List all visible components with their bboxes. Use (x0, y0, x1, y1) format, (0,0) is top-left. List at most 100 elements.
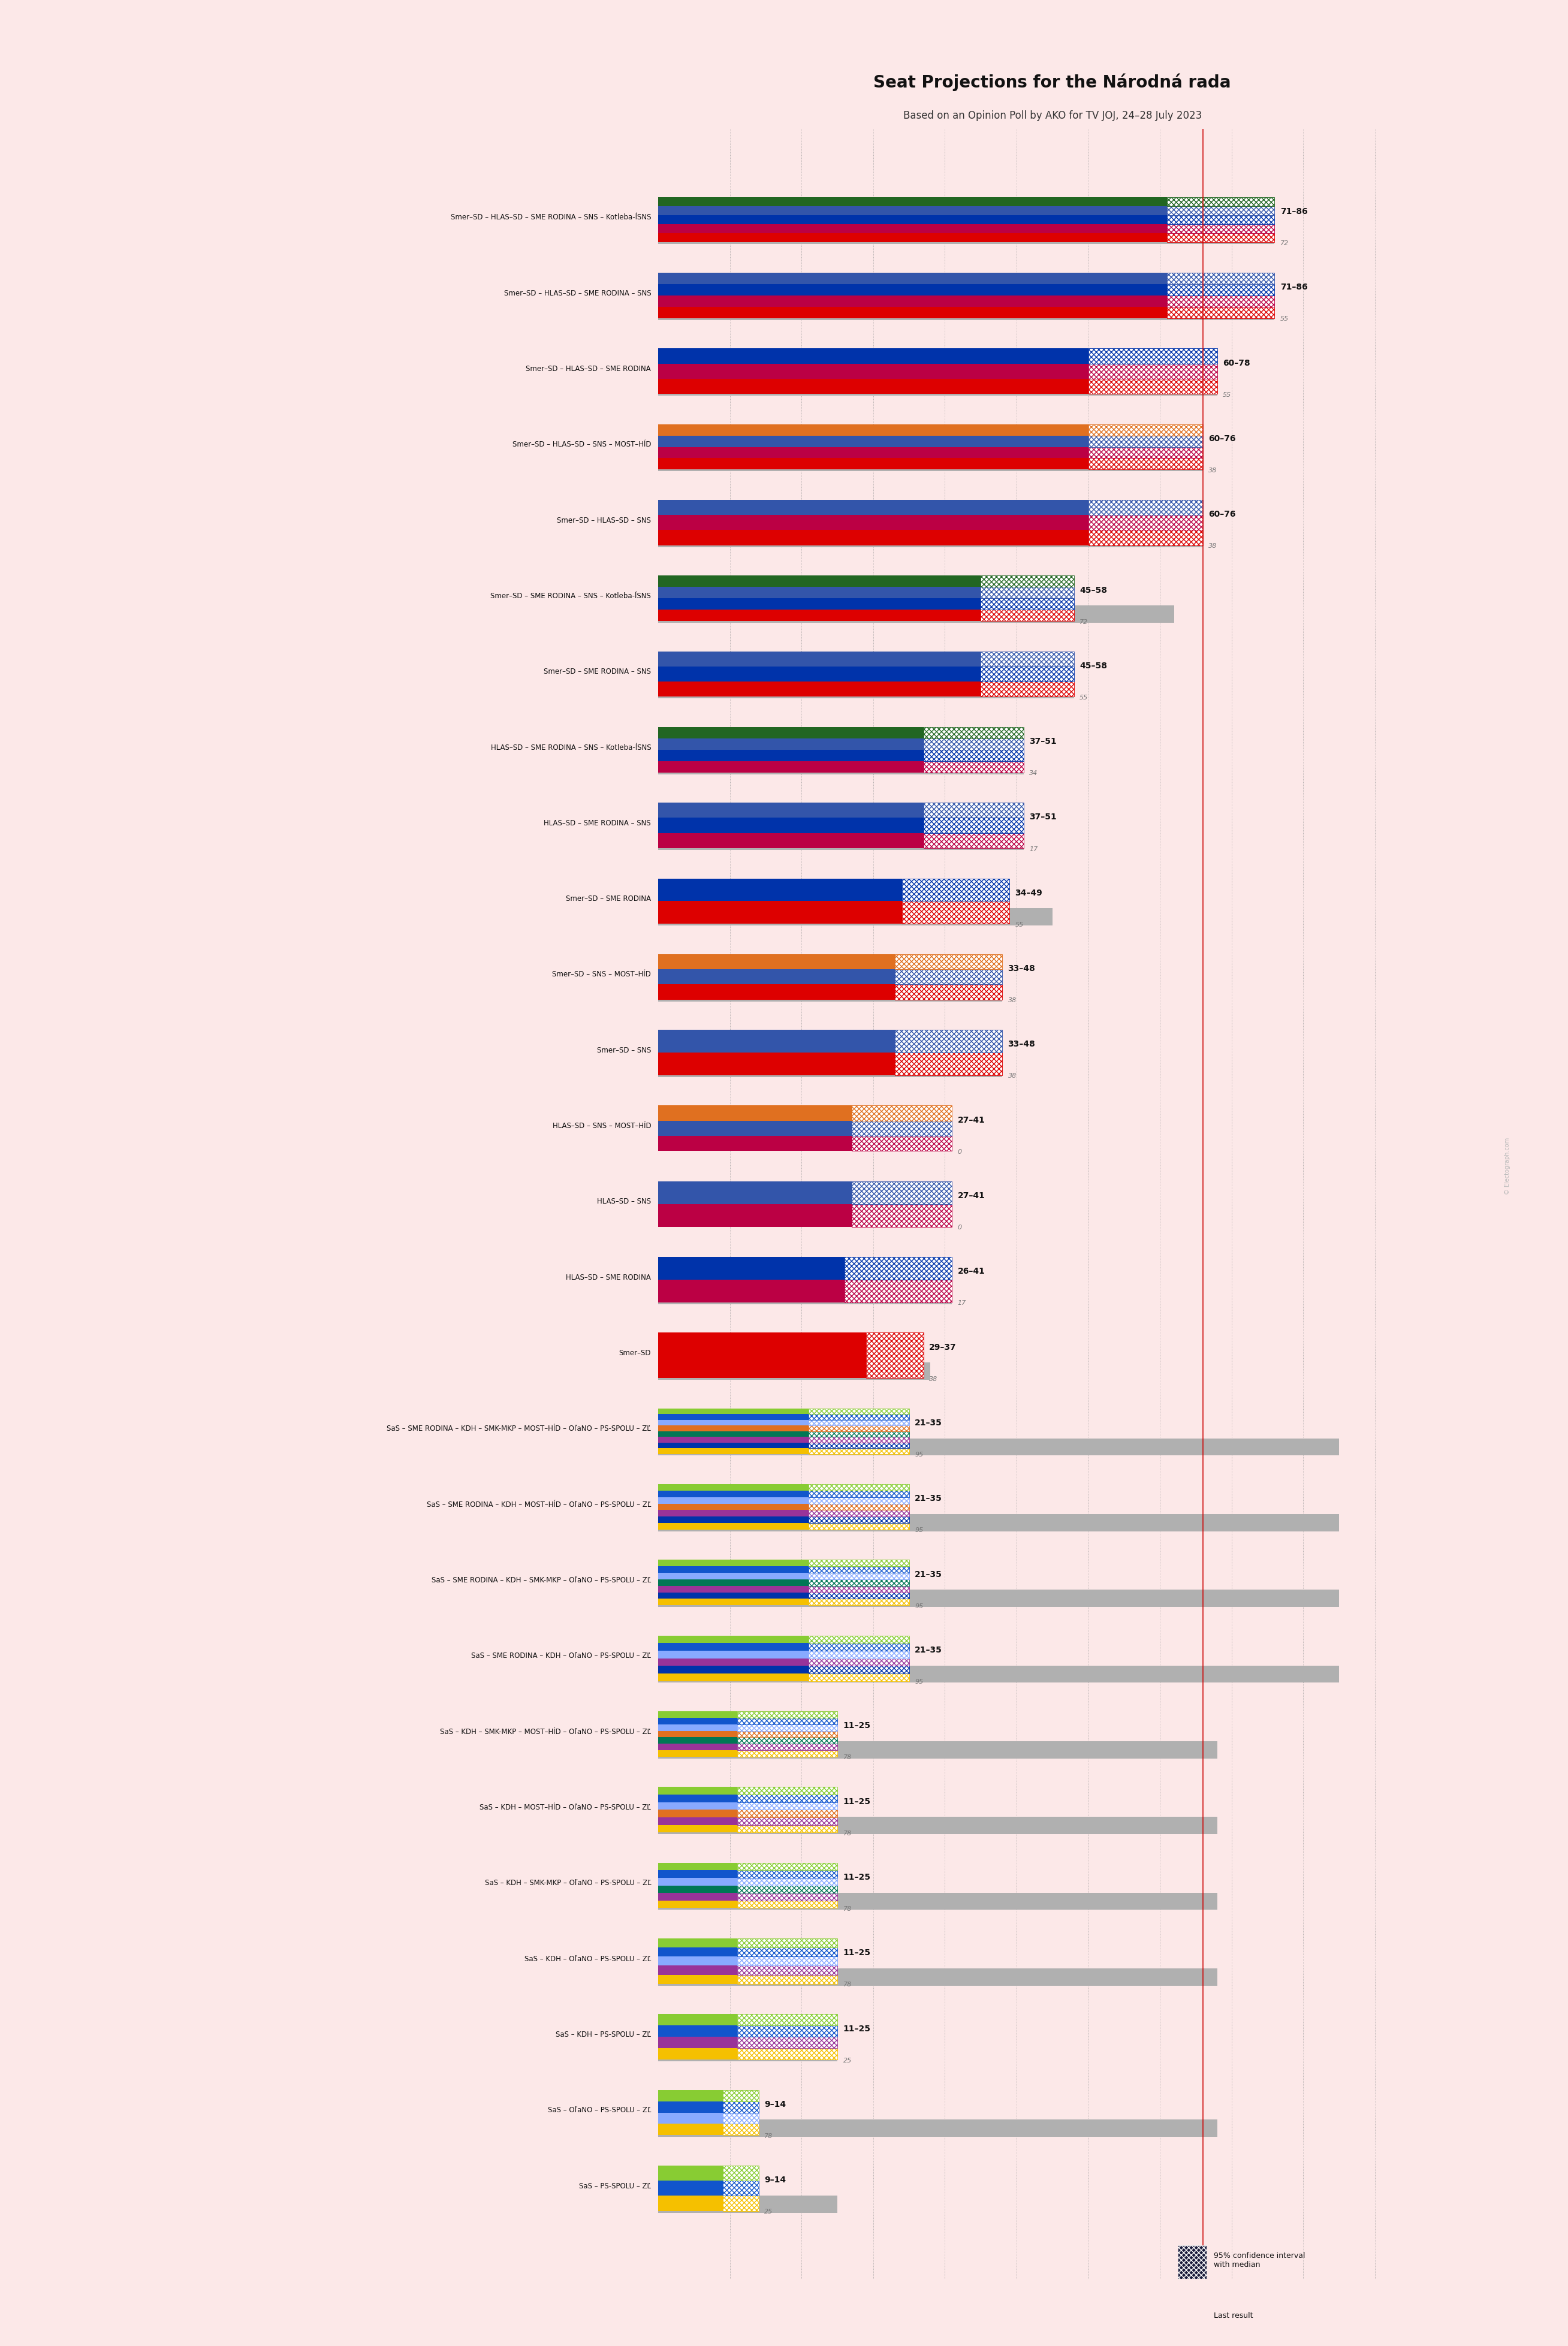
Bar (737, 1877, 837, 1886)
Text: 95: 95 (914, 1680, 924, 1684)
Text: 25: 25 (844, 2057, 851, 2064)
Text: Smer–SD – HLAS–SD – SME RODINA – SNS – Kotleba-ĺSNS: Smer–SD – HLAS–SD – SME RODINA – SNS – K… (450, 213, 651, 221)
Text: 38: 38 (1008, 1072, 1016, 1079)
Bar (723, 2165, 759, 2182)
Bar (895, 955, 1002, 969)
Text: Smer–SD: Smer–SD (619, 1349, 651, 1356)
Bar (659, 530, 1088, 544)
Bar (1088, 436, 1203, 446)
Bar (659, 1666, 809, 1673)
Bar (809, 1504, 909, 1511)
Text: Smer–SD – SNS – MOST–HÍD: Smer–SD – SNS – MOST–HÍD (552, 971, 651, 978)
Bar (659, 1363, 930, 1379)
Bar (659, 1490, 809, 1497)
Bar (659, 1886, 737, 1893)
Bar (659, 983, 1002, 1002)
Bar (809, 1426, 909, 1431)
Bar (980, 666, 1074, 683)
Bar (659, 1438, 1339, 1455)
Bar (809, 1593, 909, 1598)
Bar (659, 739, 924, 751)
Bar (659, 1257, 845, 1279)
Text: SaS – PS-SPOLU – ZĽ: SaS – PS-SPOLU – ZĽ (579, 2182, 651, 2189)
Bar (924, 802, 1024, 819)
Text: SaS – KDH – MOST–HÍD – OľaNO – PS-SPOLU – ZĽ: SaS – KDH – MOST–HÍD – OľaNO – PS-SPOLU … (480, 1804, 651, 1811)
Bar (809, 1673, 909, 1682)
Bar (659, 760, 924, 772)
Bar (659, 683, 980, 697)
Text: 9–14: 9–14 (764, 2175, 786, 2184)
Bar (659, 1419, 809, 1426)
Bar (659, 1673, 809, 1682)
Bar (895, 985, 1002, 999)
Text: HLAS–SD – SME RODINA – SNS: HLAS–SD – SME RODINA – SNS (544, 819, 651, 828)
Text: 78: 78 (844, 1905, 851, 1912)
Text: 21–35: 21–35 (914, 1569, 942, 1579)
Bar (809, 1635, 909, 1642)
Bar (659, 2165, 723, 2182)
Bar (659, 1877, 737, 1886)
Bar (659, 605, 1174, 622)
Bar (659, 1135, 851, 1152)
Bar (659, 1579, 809, 1586)
Bar (659, 1572, 809, 1579)
Bar (809, 1415, 909, 1419)
Bar (659, 908, 1052, 927)
Text: 26–41: 26–41 (958, 1267, 985, 1276)
Bar (659, 1447, 809, 1455)
Bar (809, 1560, 909, 1567)
Bar (659, 2121, 1217, 2137)
Bar (1088, 446, 1203, 457)
Bar (1088, 350, 1217, 364)
Bar (659, 1485, 809, 1490)
Bar (902, 877, 1010, 901)
Text: 78: 78 (764, 2133, 773, 2140)
Text: 95: 95 (914, 1602, 924, 1609)
Text: 78: 78 (844, 1982, 851, 1987)
Bar (659, 1436, 809, 1443)
Bar (659, 1523, 809, 1530)
Text: 78: 78 (844, 1755, 851, 1759)
Bar (659, 2015, 737, 2025)
Bar (659, 1635, 809, 1642)
Bar (924, 739, 1024, 751)
Bar (809, 1659, 909, 1666)
Bar (980, 575, 1074, 586)
Bar (659, 2123, 723, 2135)
Bar (659, 1724, 737, 1731)
Bar (737, 1957, 837, 1966)
Bar (723, 2196, 759, 2210)
Bar (659, 1053, 895, 1074)
Bar (737, 1717, 837, 1724)
Text: 29–37: 29–37 (930, 1342, 956, 1351)
Text: Smer–SD – HLAS–SD – SNS: Smer–SD – HLAS–SD – SNS (557, 516, 651, 523)
Bar (659, 1717, 737, 1724)
Bar (659, 1863, 737, 1870)
Bar (980, 586, 1074, 598)
Bar (1088, 457, 1203, 469)
Text: Seat Projections for the Národná rada: Seat Projections for the Národná rada (873, 73, 1231, 91)
Bar (659, 1333, 866, 1377)
Text: 25: 25 (764, 2210, 773, 2215)
Bar (737, 1870, 837, 1877)
Bar (659, 516, 1088, 530)
Bar (809, 1419, 909, 1426)
Bar (737, 1724, 837, 1731)
Bar (659, 598, 980, 610)
Bar (737, 1750, 837, 1757)
Bar (659, 350, 1088, 364)
Bar (737, 1975, 837, 1985)
Bar (659, 985, 895, 999)
Bar (809, 1567, 909, 1572)
Bar (659, 436, 1088, 446)
Bar (659, 1060, 1002, 1077)
Bar (659, 819, 924, 833)
Text: 60–76: 60–76 (1209, 509, 1236, 518)
Bar (659, 232, 1167, 242)
Bar (659, 225, 1167, 232)
Bar (659, 1121, 851, 1135)
Bar (659, 1743, 737, 1750)
Bar (659, 1513, 1339, 1532)
Bar (659, 2043, 837, 2062)
Bar (659, 802, 924, 819)
